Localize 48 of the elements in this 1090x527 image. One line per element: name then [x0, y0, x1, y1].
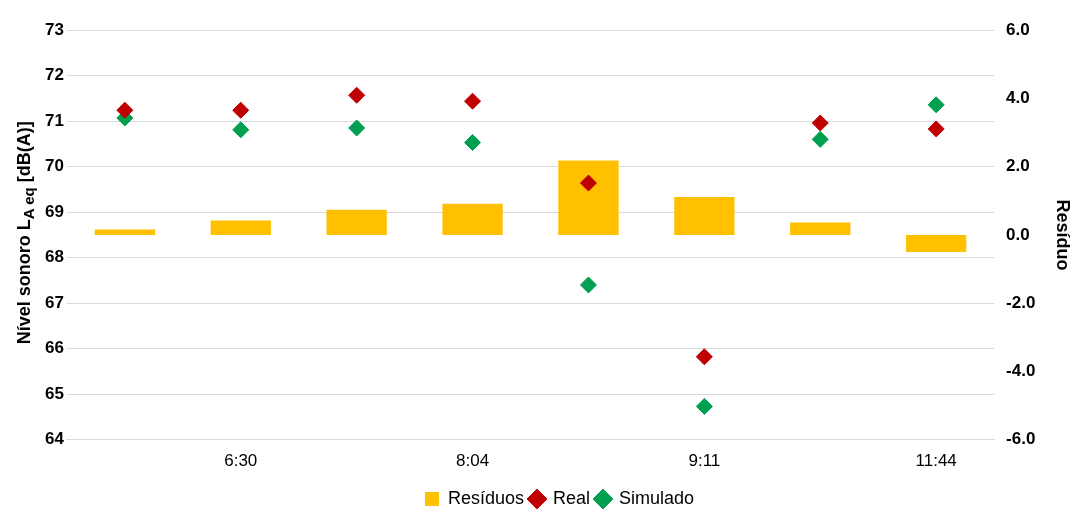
y-tick-label: 72 [44, 65, 64, 85]
point [927, 120, 945, 138]
point [695, 348, 713, 366]
bar [558, 160, 619, 235]
point [348, 119, 366, 137]
bar [790, 222, 851, 235]
point [579, 174, 597, 192]
x-tick-label: 6:30 [224, 451, 258, 471]
y2-tick-label: 0.0 [1006, 224, 1030, 244]
legend-label: Simulado [619, 487, 695, 508]
y2-tick-label: -4.0 [1006, 361, 1036, 381]
bar [94, 229, 155, 235]
y-tick-label: 66 [44, 338, 64, 358]
y2-tick-label: -2.0 [1006, 292, 1036, 312]
legend-label: Resíduos [447, 487, 524, 508]
y-tick-label: 64 [44, 429, 65, 449]
point [579, 276, 597, 294]
y-tick-label: 70 [44, 156, 64, 176]
y-tick-label: 67 [44, 292, 64, 312]
point [348, 86, 366, 104]
point [232, 121, 250, 139]
point [695, 397, 713, 415]
bar [210, 220, 271, 235]
y2-tick-label: -6.0 [1006, 429, 1036, 449]
y2-tick-label: 2.0 [1006, 156, 1030, 176]
point [116, 101, 134, 119]
point [811, 114, 829, 132]
bar [906, 234, 967, 252]
y-tick-label: 69 [44, 201, 64, 221]
bar [326, 209, 387, 235]
y2-axis-title: Resíduo [1053, 199, 1074, 271]
point [464, 134, 482, 152]
point [464, 92, 482, 110]
y2-tick-label: 6.0 [1006, 19, 1030, 39]
y-tick-label: 68 [44, 247, 64, 267]
y-tick-label: 65 [44, 383, 64, 403]
point [232, 101, 250, 119]
legend-label: Real [552, 487, 591, 508]
point [927, 96, 945, 114]
x-tick-label: 9:11 [688, 451, 721, 471]
y-tick-label: 71 [44, 110, 64, 130]
x-tick-label: 8:04 [456, 451, 490, 471]
y-tick-label: 73 [44, 19, 64, 39]
y2-tick-label: 4.0 [1006, 88, 1030, 108]
point [811, 130, 829, 148]
bar [674, 197, 735, 235]
bar [442, 203, 503, 235]
x-tick-label: 11:44 [915, 451, 957, 471]
